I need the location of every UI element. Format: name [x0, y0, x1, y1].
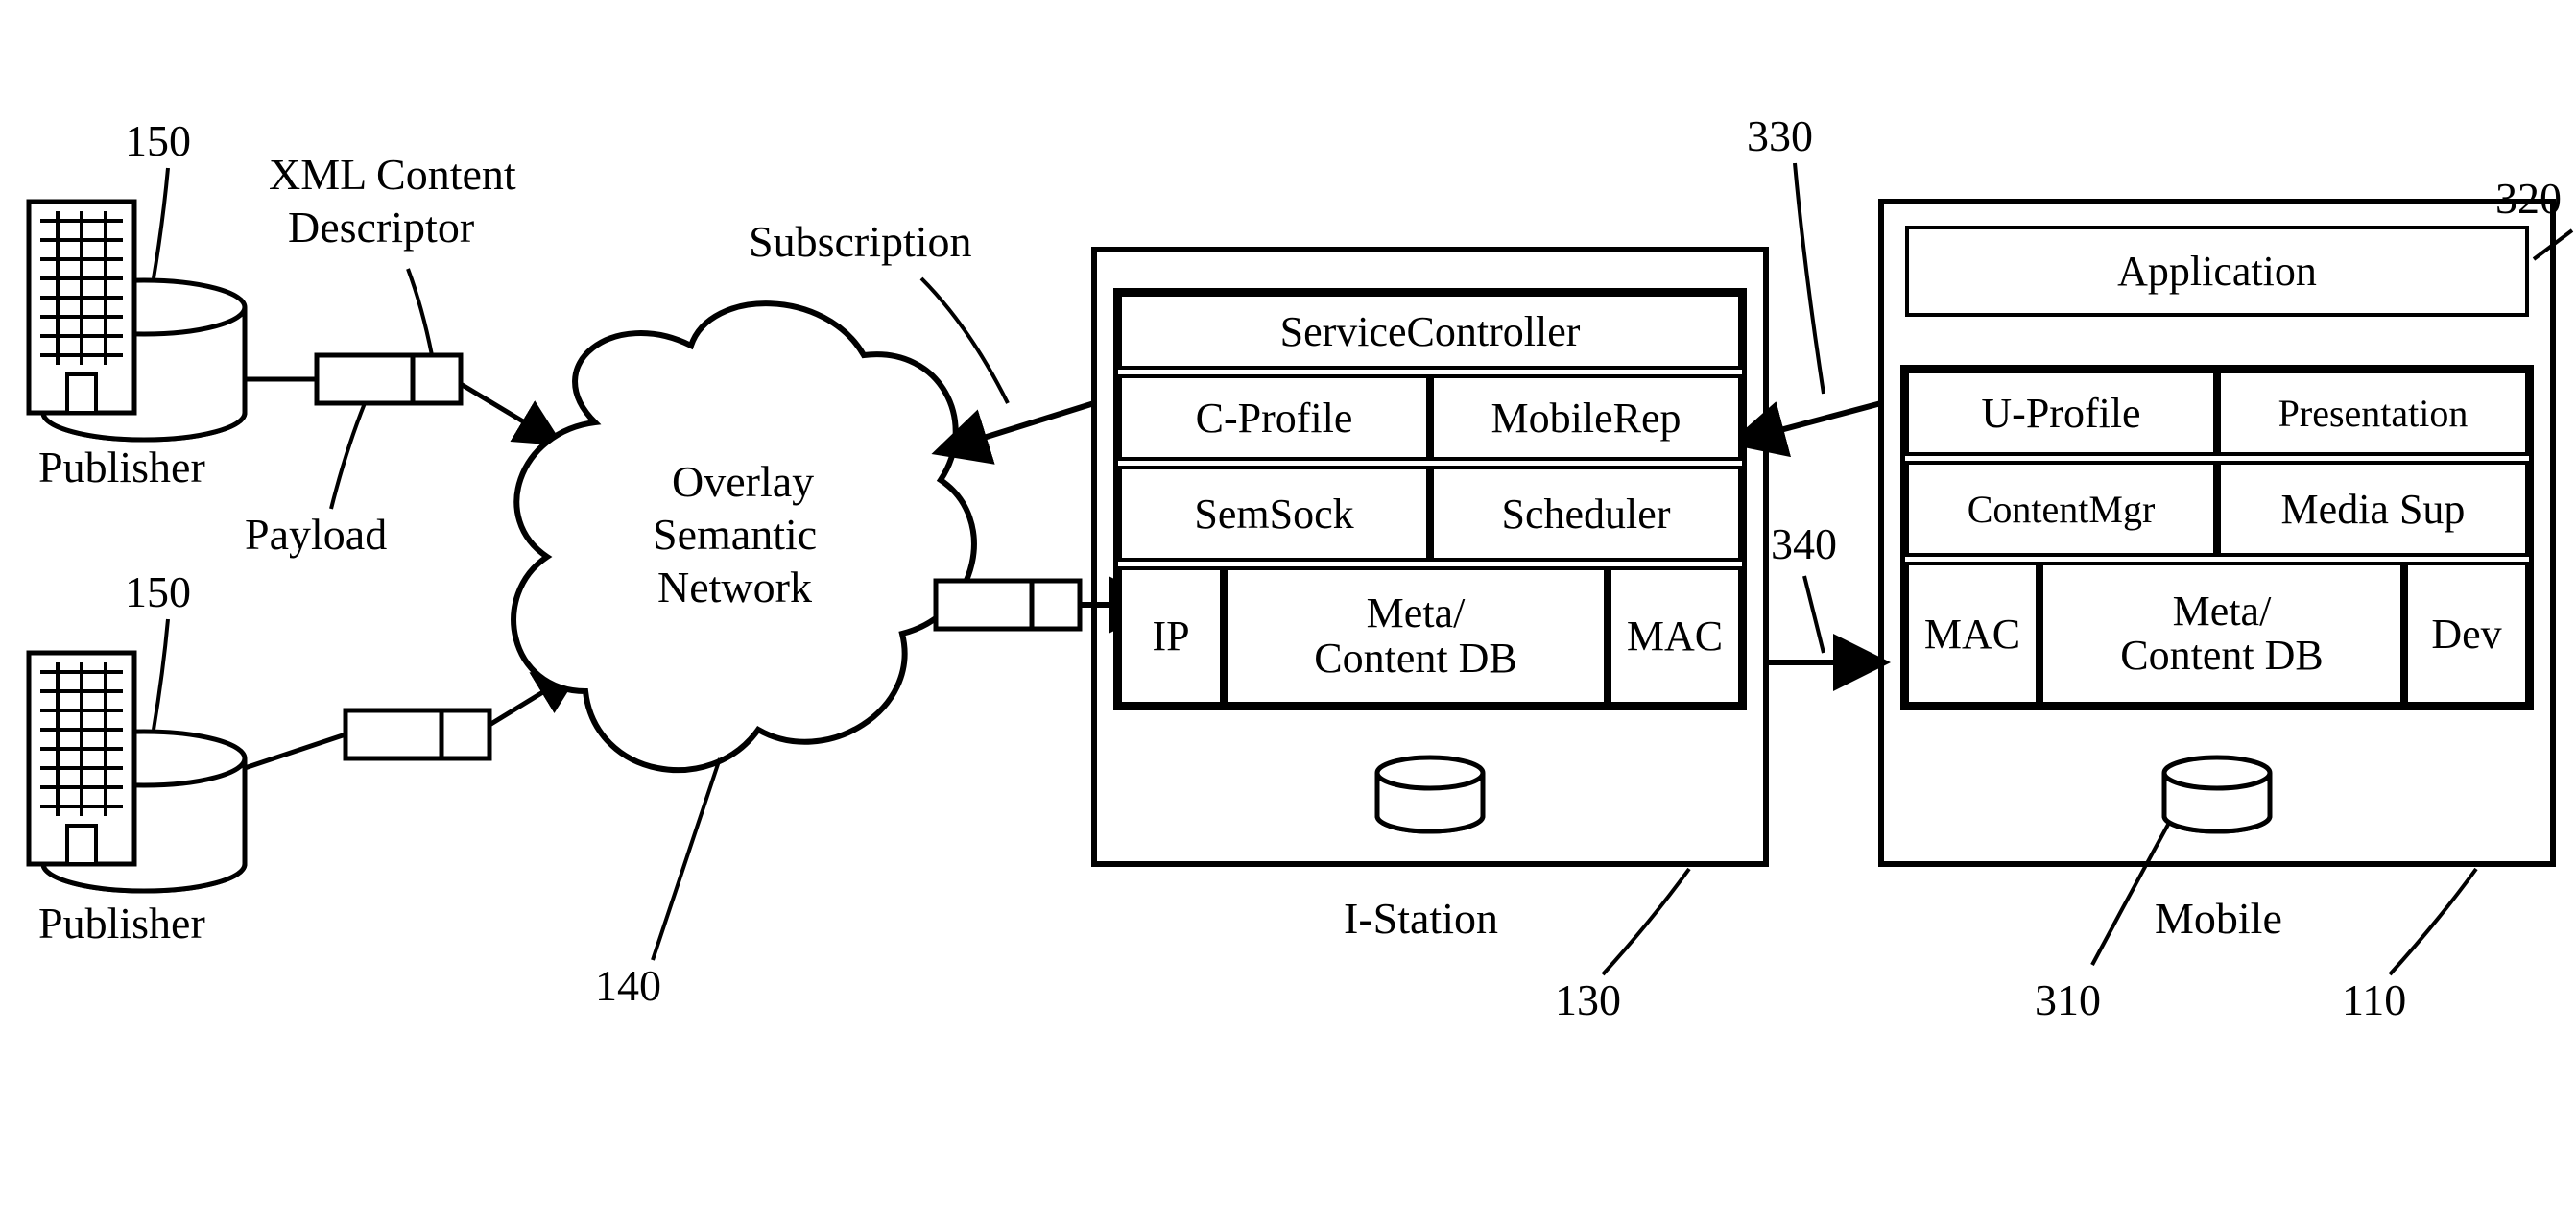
- mobile-db-icon: [2164, 757, 2270, 831]
- istation-semsock: SemSock: [1118, 466, 1430, 562]
- publisher2-label: Publisher: [38, 898, 205, 949]
- xml-desc-l2: Descriptor: [288, 202, 474, 252]
- ref-150b: 150: [125, 566, 191, 617]
- ref-140: 140: [595, 960, 661, 1011]
- ref-130: 130: [1555, 974, 1621, 1025]
- ref-320: 320: [2495, 173, 2562, 224]
- subscription-label: Subscription: [749, 216, 972, 267]
- istation-mobilerep: MobileRep: [1430, 374, 1742, 461]
- istation-metadb-l1: Meta/: [1367, 591, 1466, 636]
- istation-cprofile: C-Profile: [1118, 374, 1430, 461]
- istation-servicecontroller: ServiceController: [1118, 293, 1742, 370]
- mobile-mac: MAC: [1905, 562, 2039, 706]
- mobile-metadb-l1: Meta/: [2173, 589, 2272, 634]
- mobile-metadb-l2: Content DB: [2120, 634, 2323, 678]
- mobile-dev: Dev: [2404, 562, 2529, 706]
- cloud-l1: Overlay: [672, 456, 814, 507]
- cloud-l3: Network: [657, 562, 812, 612]
- publisher1-label: Publisher: [38, 442, 205, 492]
- cloud-l2: Semantic: [653, 509, 817, 560]
- ref-310: 310: [2035, 974, 2101, 1025]
- mobile-caption: Mobile: [2155, 893, 2282, 944]
- istation-scheduler: Scheduler: [1430, 466, 1742, 562]
- ref-330: 330: [1747, 110, 1813, 161]
- ref-110: 110: [2342, 974, 2406, 1025]
- istation-db-icon: [1377, 757, 1483, 831]
- mobile-uprofile: U-Profile: [1905, 370, 2217, 456]
- mobile-application: Application: [1905, 226, 2529, 317]
- publisher-bottom-icon: [29, 653, 245, 891]
- istation-ip: IP: [1118, 566, 1224, 706]
- istation-caption: I-Station: [1344, 893, 1498, 944]
- istation-mac: MAC: [1608, 566, 1742, 706]
- payload-label: Payload: [245, 509, 387, 560]
- istation-metadb-l2: Content DB: [1314, 637, 1516, 681]
- mobile-presentation: Presentation: [2217, 370, 2529, 456]
- ref-150a: 150: [125, 115, 191, 166]
- mobile-contentmgr: ContentMgr: [1905, 461, 2217, 557]
- ref-340: 340: [1771, 518, 1837, 569]
- publisher-top-icon: [29, 202, 245, 440]
- mobile-mediasup: Media Sup: [2217, 461, 2529, 557]
- mobile-metadb: Meta/ Content DB: [2039, 562, 2404, 706]
- istation-metadb: Meta/ Content DB: [1224, 566, 1608, 706]
- xml-desc-l1: XML Content: [269, 149, 516, 200]
